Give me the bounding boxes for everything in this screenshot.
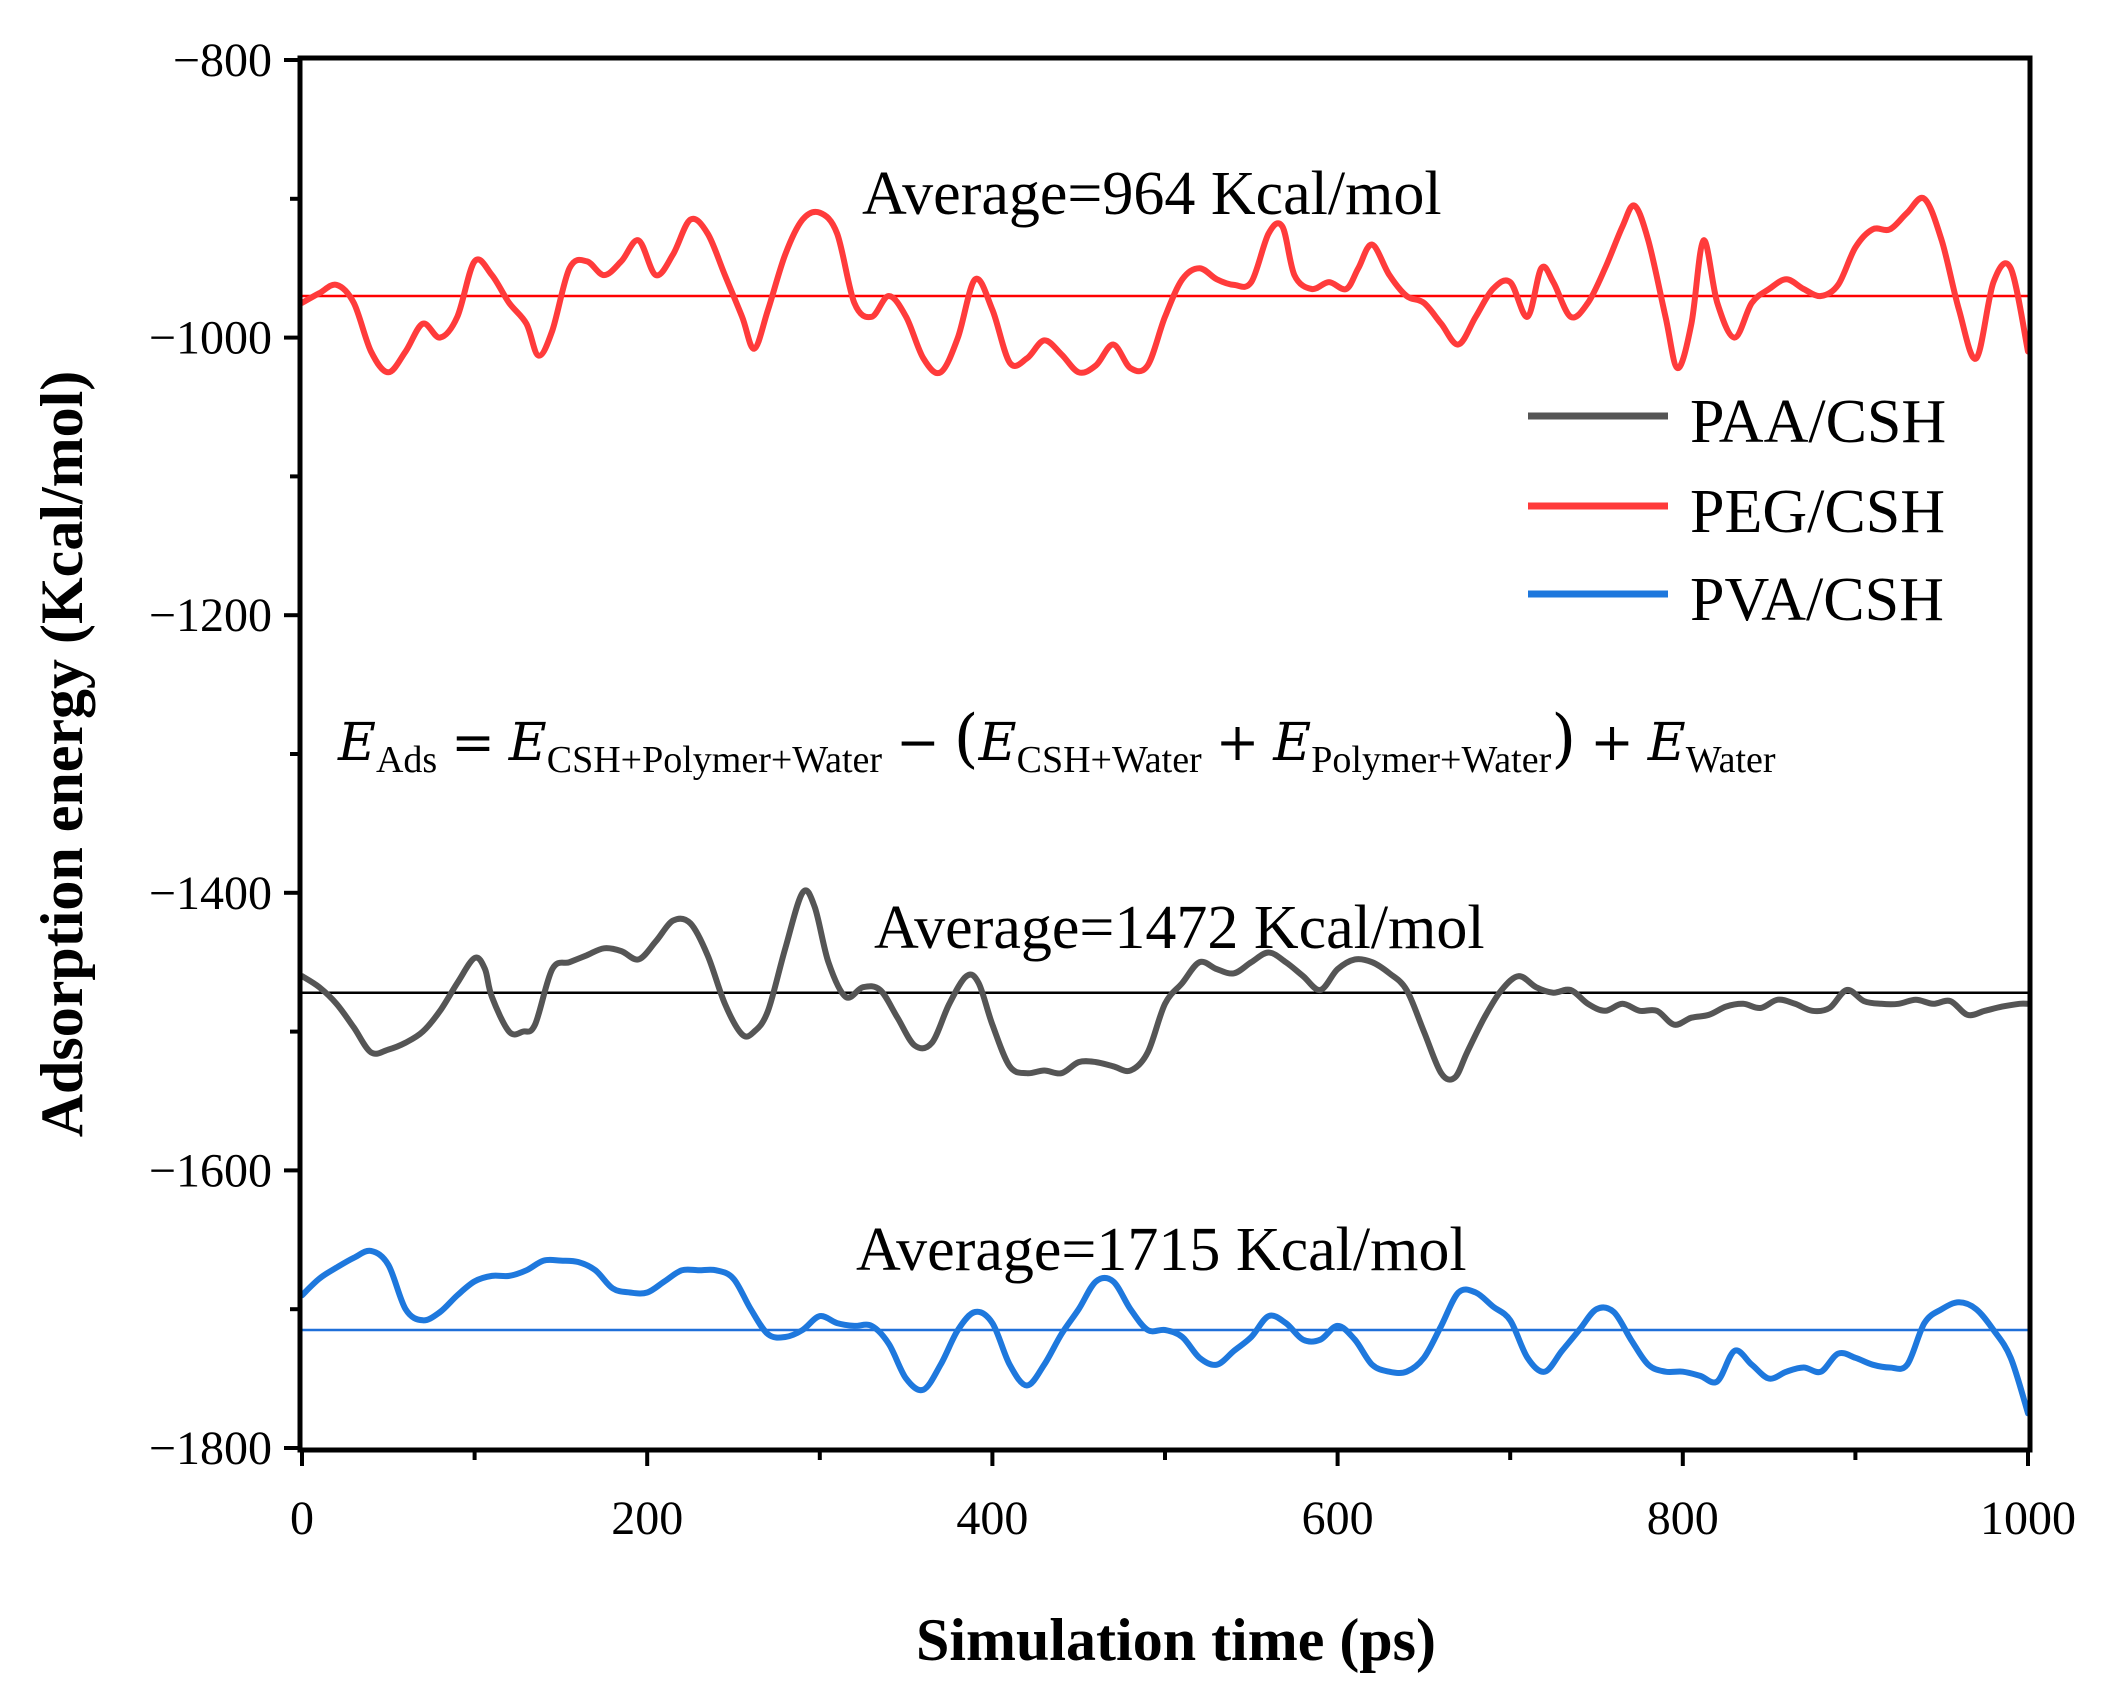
y-tick-label: −1800 (149, 1422, 272, 1475)
legend-label-pva: PVA/CSH (1690, 566, 1944, 634)
legend-label-peg: PEG/CSH (1690, 478, 1945, 546)
x-tick-label: 800 (1647, 1492, 1719, 1545)
legend: PAA/CSH PEG/CSH PVA/CSH (1528, 388, 1946, 634)
series-line-peg (299, 194, 2031, 377)
series-line-paa (299, 887, 2031, 1083)
avg-label-peg: Average=964 Kcal/mol (862, 160, 1442, 228)
axis-ticks: 0 200 400 600 800 1000 −800 −1000 −1200 −1400 −160… (149, 34, 2076, 1545)
y-tick-label: −1400 (149, 867, 272, 920)
y-tick-label: −1200 (149, 589, 272, 642)
avg-label-paa: Average=1472 Kcal/mol (874, 894, 1485, 962)
y-tick-label: −1000 (149, 312, 272, 365)
x-tick-label: 0 (290, 1492, 314, 1545)
avg-label-pva: Average=1715 Kcal/mol (856, 1216, 1467, 1284)
x-axis-title: Simulation time (ps) (916, 1607, 1436, 1673)
x-tick-label: 600 (1302, 1492, 1374, 1545)
equation: EAds = ECSH+Polymer+Water − (ECSH+Water + EPol… (337, 702, 1776, 781)
x-tick-label: 400 (956, 1492, 1028, 1545)
series-lines (299, 194, 2031, 1417)
y-tick-label: −1600 (149, 1144, 272, 1197)
y-tick-label: −800 (173, 34, 272, 87)
legend-label-paa: PAA/CSH (1690, 388, 1946, 456)
x-tick-label: 1000 (1980, 1492, 2076, 1545)
x-tick-label: 200 (611, 1492, 683, 1545)
y-axis-title: Adsorption energy (Kcal/mol) (29, 371, 95, 1138)
series-line-pva (299, 1247, 2031, 1417)
